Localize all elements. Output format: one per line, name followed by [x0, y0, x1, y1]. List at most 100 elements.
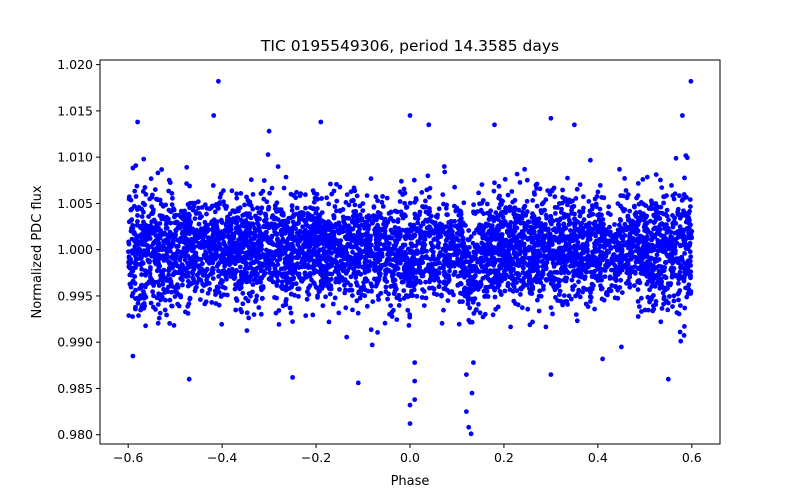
data-point	[483, 274, 488, 280]
data-point	[314, 191, 320, 197]
data-point	[388, 209, 394, 215]
data-point	[161, 276, 167, 282]
data-point	[180, 239, 186, 245]
data-point	[187, 231, 192, 237]
data-point	[310, 312, 316, 318]
data-point	[625, 258, 631, 263]
data-point	[381, 242, 387, 248]
data-point	[487, 261, 492, 267]
data-point	[165, 235, 171, 240]
data-point	[297, 228, 303, 234]
data-point	[575, 235, 580, 240]
data-point	[378, 215, 384, 221]
data-point	[217, 259, 223, 265]
data-point	[208, 205, 214, 211]
data-point	[265, 152, 271, 158]
data-point	[634, 195, 639, 201]
data-point	[167, 297, 173, 303]
data-point	[407, 222, 413, 228]
data-point	[484, 256, 490, 262]
data-point	[389, 235, 394, 241]
data-point	[192, 244, 198, 250]
data-point	[142, 185, 148, 190]
data-point	[485, 294, 491, 299]
data-point	[649, 242, 655, 248]
data-point	[682, 269, 687, 275]
data-point	[519, 230, 525, 235]
data-point	[217, 201, 223, 207]
data-point	[507, 224, 512, 230]
data-point	[637, 304, 642, 309]
data-point	[143, 242, 149, 248]
data-point	[288, 215, 293, 221]
data-point	[622, 221, 628, 227]
data-point	[257, 246, 263, 252]
data-point	[448, 242, 454, 248]
data-point	[643, 215, 649, 220]
data-point	[162, 307, 168, 313]
data-point	[561, 259, 567, 264]
data-point	[572, 211, 577, 217]
data-point	[193, 259, 199, 265]
data-point	[658, 280, 663, 285]
data-point	[559, 228, 565, 234]
data-point	[277, 256, 283, 262]
data-point	[390, 229, 396, 235]
data-point	[126, 254, 132, 260]
data-point	[187, 205, 193, 211]
data-point	[675, 206, 681, 212]
data-point	[348, 189, 354, 195]
data-point	[246, 201, 252, 207]
data-point	[547, 251, 552, 257]
data-point	[172, 294, 178, 299]
data-point	[376, 226, 381, 231]
data-point	[199, 226, 204, 232]
data-point	[659, 306, 665, 311]
data-point	[678, 303, 683, 308]
data-point	[509, 273, 515, 279]
data-point	[204, 211, 209, 217]
data-point	[300, 224, 305, 230]
data-point	[601, 297, 607, 303]
data-point	[316, 289, 322, 295]
data-point	[240, 273, 246, 279]
data-point	[504, 243, 510, 249]
data-point	[467, 274, 473, 280]
data-point	[366, 217, 372, 222]
data-point	[686, 211, 691, 217]
data-point	[267, 190, 272, 196]
data-point	[412, 199, 418, 205]
data-point	[168, 248, 173, 254]
data-point	[491, 245, 497, 250]
data-point	[681, 333, 687, 338]
data-point	[177, 257, 183, 263]
data-point	[443, 282, 449, 287]
data-point	[640, 177, 646, 182]
data-point	[552, 234, 557, 240]
data-point	[579, 274, 584, 280]
data-point	[478, 282, 484, 287]
data-point	[661, 301, 666, 307]
data-point	[607, 224, 612, 230]
data-point	[556, 240, 562, 245]
data-point	[530, 263, 535, 268]
data-point	[558, 260, 564, 265]
data-point	[219, 321, 225, 327]
data-point	[350, 307, 355, 313]
data-point	[506, 257, 511, 262]
data-point	[476, 190, 481, 196]
data-point	[476, 244, 481, 250]
data-point	[411, 177, 417, 183]
data-point	[350, 293, 355, 298]
data-point	[338, 224, 344, 230]
data-point	[474, 307, 479, 312]
data-point	[161, 286, 167, 292]
data-point	[543, 277, 549, 282]
data-point	[265, 223, 271, 229]
data-point	[334, 181, 339, 187]
data-point	[601, 221, 606, 227]
data-point	[238, 257, 244, 262]
data-point	[631, 283, 637, 288]
data-point	[522, 251, 528, 257]
data-point	[190, 254, 196, 260]
